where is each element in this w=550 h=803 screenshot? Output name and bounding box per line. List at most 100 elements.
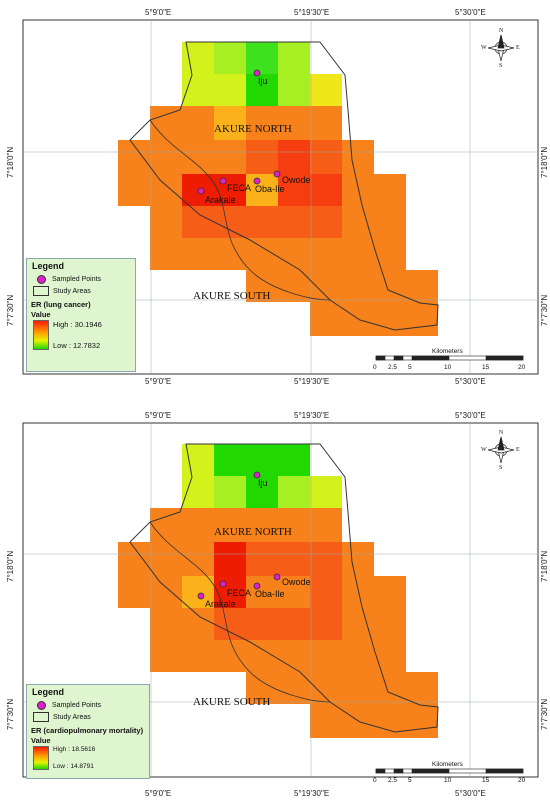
lat-label-1-b: 7°18'0"N [6,550,15,582]
legend-sampled-label-2: Sampled Points [52,702,102,709]
raster-2-cell [310,476,342,508]
compass-w: W [481,45,487,51]
scale-tick-2: 5 [408,364,412,371]
study-area-icon-2 [33,712,49,722]
raster-2-cell [214,444,246,476]
label-owode: Owode [282,175,311,185]
raster-2-cell [214,476,246,508]
raster-1-cell [278,238,310,270]
compass-n: N [499,28,504,34]
raster-2-cell [374,608,406,640]
scale-bar-2 [375,768,524,774]
scale-tick-5-2: 20 [518,777,526,784]
raster-2-cell [182,542,214,576]
lat-label-right-2: 7°7'30"N [540,294,549,326]
raster-1-cell [150,206,182,238]
study-area-icon [33,286,49,296]
raster-1-cell [150,106,182,140]
legend-box: Legend Sampled Points Study Areas ER (lu… [26,258,136,372]
raster-1-cell [150,174,182,206]
lat-label-right-1: 7°18'0"N [540,146,549,178]
raster-1-cell [182,106,214,140]
raster-2-cell [246,576,278,608]
raster-1-cell [310,74,342,106]
raster-2-cell [278,444,310,476]
legend-high-2: High : 18.5616 [53,746,96,753]
raster-2-cell [310,672,342,704]
label-feca: FECA [227,183,252,193]
sampled-point-icon [37,275,46,284]
raster-1-cell [118,174,150,206]
raster-2-cell [310,542,342,576]
point-oba-ile-2 [253,582,261,590]
lon-label-2-b: 5°19'30"E [294,411,330,420]
raster-2-cell [182,608,214,640]
raster-2-cell [374,576,406,608]
point-feca-2 [219,580,227,588]
point-feca [219,177,227,185]
scale-tick-5: 20 [518,364,526,371]
raster-2-cell [214,576,246,608]
label-owode-2: Owode [282,577,311,587]
raster-1-cell [278,174,310,206]
raster-1-cell [246,270,278,302]
raster-1-cell [342,270,374,302]
color-ramp [33,320,49,350]
compass-n-2: N [499,430,504,436]
raster-2-cell [342,640,374,672]
raster-1-cell [374,174,406,206]
raster-2-cell [214,542,246,576]
raster-1-cell [342,206,374,238]
lon-label-bottom-3: 5°30'0"E [455,377,486,386]
raster-2-cell [182,508,214,542]
legend-title: Legend [32,261,65,271]
north-arrow-icon-2 [487,436,515,464]
scale-tick-0: 0 [373,364,377,371]
scale-tick-3: 10 [444,364,452,371]
raster-2-cell [310,704,342,738]
raster-1-cell [310,106,342,140]
raster-2-cell [246,542,278,576]
sampled-points-2 [197,471,281,600]
raster-2-cell [374,704,406,738]
raster-1-cell [374,206,406,238]
raster-1-cell [214,74,246,106]
point-owode-2 [273,573,281,581]
raster-grid-2 [118,444,438,738]
legend-value-label-2: Value [31,736,51,745]
raster-2-cell [278,640,310,672]
lat-label-1: 7°18'0"N [6,146,15,178]
legend-study-label-2: Study Areas [53,713,91,721]
raster-1-cell [406,270,438,302]
raster-2-cell [374,640,406,672]
legend-low-2: Low : 14.8791 [53,763,94,770]
raster-1-cell [246,106,278,140]
raster-1-cell [342,174,374,206]
label-feca-2: FECA [227,588,252,598]
lat-label-right-1-b: 7°18'0"N [540,550,549,582]
scale-tick-2-2: 5 [408,777,412,784]
lat-label-2-b: 7°7'30"N [6,698,15,730]
label-oba-ile: Oba-Ile [255,184,285,194]
lon-label-1-b: 5°9'0"E [145,411,172,420]
raster-2-cell [150,542,182,576]
lon-label-bottom-2-b: 5°19'30"E [294,789,330,798]
raster-2-cell [406,672,438,704]
north-arrow-icon [487,34,515,62]
raster-1-cell [374,270,406,302]
raster-2-cell [150,508,182,542]
point-iju-2 [253,471,261,479]
raster-1-cell [150,140,182,174]
raster-1-cell [310,238,342,270]
legend-study-label: Study Areas [53,287,91,295]
lon-label-3: 5°30'0"E [455,8,486,17]
raster-1-cell [150,238,182,270]
raster-2-cell [310,508,342,542]
raster-2-cell [246,444,278,476]
lon-label-1: 5°9'0"E [145,8,172,17]
raster-1-cell [214,238,246,270]
label-iju: Iju [258,76,268,86]
point-oba-ile [253,177,261,185]
raster-1-cell [278,42,310,74]
raster-1-cell [278,74,310,106]
